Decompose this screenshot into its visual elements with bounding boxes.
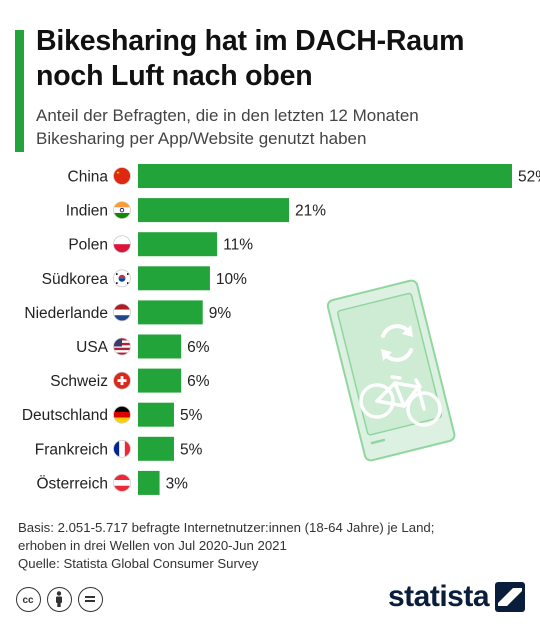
bar[interactable]: [138, 334, 182, 359]
value-label: 10%: [216, 271, 247, 288]
bar-row: Deutschland 5%: [22, 402, 203, 427]
license-icons: cc: [16, 587, 103, 612]
title-line-2: noch Luft nach oben: [36, 60, 313, 92]
category-label: Österreich: [37, 474, 109, 492]
bar-row: Schweiz 6%: [50, 368, 210, 393]
bicycle-icon: [359, 375, 442, 427]
flag-china-icon: [113, 167, 131, 185]
bar-row: Südkorea 10%: [42, 266, 247, 291]
accent-bar: [15, 30, 24, 152]
phone-bike-illustration: [326, 279, 456, 462]
flag-austria-icon: [113, 473, 131, 492]
category-label: USA: [76, 339, 109, 356]
bar-row: Indien 21%: [66, 198, 326, 223]
bar[interactable]: [138, 232, 218, 257]
bar[interactable]: [138, 164, 512, 188]
bar-row: Frankreich 5%: [35, 436, 203, 461]
flag-switzerland-icon: [113, 371, 131, 390]
subtitle-line-2: Bikesharing per App/Website genutzt habe…: [36, 129, 367, 148]
bar[interactable]: [138, 300, 203, 325]
bar-chart: China 52% Indien 21% Polen 11% Südkorea 10% Nied…: [22, 164, 540, 495]
value-label: 3%: [166, 475, 189, 492]
value-label: 9%: [209, 305, 232, 322]
flag-poland-icon: [113, 235, 131, 254]
value-label: 6%: [187, 339, 210, 356]
chart-subtitle: Anteil der Befragten, die in den letzten…: [36, 104, 531, 150]
category-label: Deutschland: [22, 407, 108, 424]
statista-logo-icon: [495, 582, 526, 612]
category-label: Indien: [66, 203, 108, 220]
category-label: Polen: [68, 237, 108, 254]
flag-south-korea-icon: [113, 269, 131, 288]
bar-row: Österreich 3%: [37, 470, 189, 495]
chart-title: Bikesharing hat im DACH-Raum noch Luft n…: [36, 24, 531, 94]
cc-icon[interactable]: cc: [16, 587, 41, 612]
bar[interactable]: [138, 436, 174, 461]
statista-logo[interactable]: statista: [388, 580, 526, 614]
title-line-1: Bikesharing hat im DACH-Raum: [36, 25, 465, 57]
flag-usa-icon: [113, 337, 131, 356]
value-label: 21%: [295, 203, 326, 220]
bar[interactable]: [138, 470, 160, 495]
notes-source: Quelle: Statista Global Consumer Survey: [18, 556, 259, 571]
flag-france-icon: [113, 439, 131, 458]
brand-name: statista: [388, 580, 490, 613]
value-label: 52%: [518, 169, 540, 186]
value-label: 11%: [223, 237, 253, 254]
flag-india-icon: [113, 201, 131, 219]
by-icon[interactable]: [47, 587, 72, 612]
value-label: 5%: [180, 441, 203, 458]
nd-icon[interactable]: [78, 587, 103, 612]
bar-row: Polen 11%: [68, 232, 253, 257]
category-label: Niederlande: [24, 305, 108, 322]
bar[interactable]: [138, 198, 290, 223]
flag-netherlands-icon: [113, 303, 131, 322]
chart-notes: Basis: 2.051-5.717 befragte Internetnutz…: [18, 519, 528, 573]
subtitle-line-1: Anteil der Befragten, die in den letzten…: [36, 106, 419, 125]
refresh-icon: [381, 324, 413, 362]
category-label: Frankreich: [35, 441, 108, 458]
value-label: 6%: [187, 373, 210, 390]
bar-row: Niederlande 9%: [24, 300, 232, 325]
value-label: 5%: [180, 407, 203, 424]
category-label: Südkorea: [42, 271, 109, 288]
flag-germany-icon: [113, 405, 131, 424]
bar[interactable]: [138, 368, 182, 393]
svg-text:cc: cc: [22, 595, 34, 606]
bar[interactable]: [138, 402, 174, 427]
bar-row: China 52%: [68, 164, 540, 188]
bar-row: USA 6%: [76, 334, 210, 359]
category-label: Schweiz: [50, 373, 108, 390]
bar[interactable]: [138, 266, 210, 291]
notes-basis-2: erhoben in drei Wellen von Jul 2020-Jun …: [18, 538, 287, 553]
notes-basis-1: Basis: 2.051-5.717 befragte Internetnutz…: [18, 520, 435, 535]
category-label: China: [68, 169, 109, 186]
